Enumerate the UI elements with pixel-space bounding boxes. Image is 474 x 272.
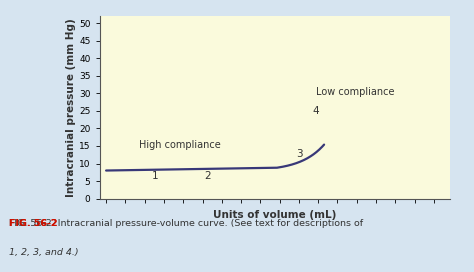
Text: High compliance: High compliance [139, 140, 220, 150]
Text: 1, 2, 3, and 4.): 1, 2, 3, and 4.) [9, 248, 79, 256]
Text: FIG. 56-2: FIG. 56-2 [9, 219, 58, 228]
Text: 1: 1 [152, 171, 159, 181]
Text: 4: 4 [313, 106, 319, 116]
Text: 2: 2 [204, 171, 211, 181]
X-axis label: Units of volume (mL): Units of volume (mL) [213, 210, 337, 220]
Text: FIG. 56-2: FIG. 56-2 [9, 219, 58, 228]
Text: Low compliance: Low compliance [316, 87, 394, 97]
Text: FIG. 56-2  Intracranial pressure-volume curve. (See text for descriptions of: FIG. 56-2 Intracranial pressure-volume c… [9, 219, 364, 228]
Text: 3: 3 [296, 149, 303, 159]
Y-axis label: Intracranial pressure (mm Hg): Intracranial pressure (mm Hg) [66, 18, 76, 197]
